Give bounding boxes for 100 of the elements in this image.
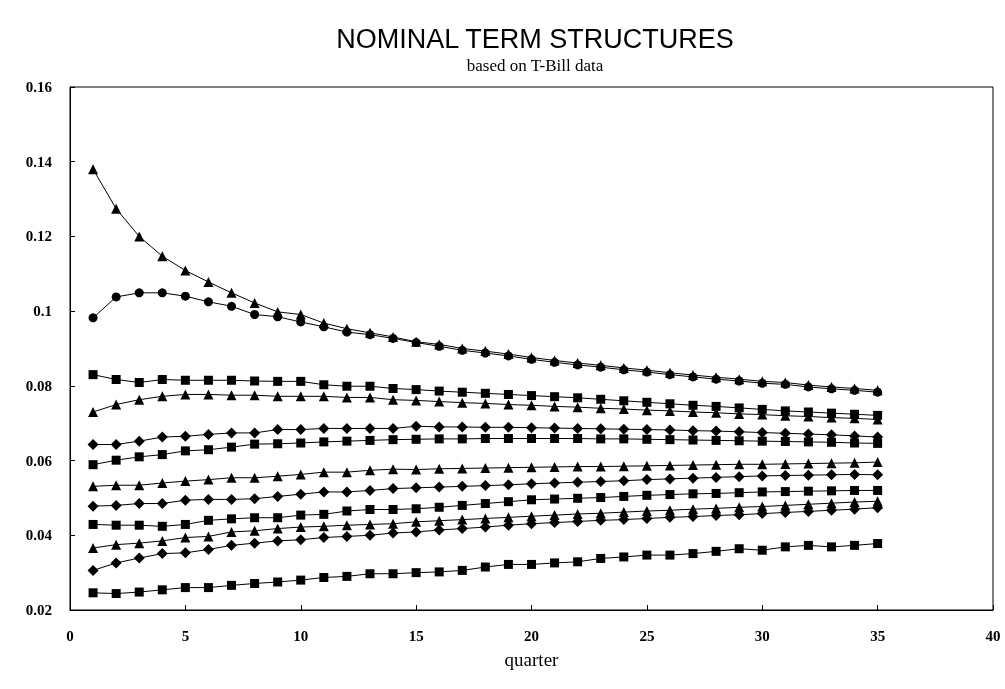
point (319, 573, 329, 582)
point (411, 504, 421, 514)
point (318, 486, 330, 498)
point (618, 423, 630, 435)
point (434, 463, 445, 474)
point (319, 322, 329, 332)
point (250, 310, 260, 319)
point (873, 485, 883, 495)
y-tick-label: 0.16 (25, 79, 53, 95)
point (456, 480, 468, 492)
point (573, 393, 583, 403)
point (295, 469, 306, 480)
point (88, 460, 98, 470)
point (134, 452, 144, 462)
point (296, 376, 306, 386)
point (711, 546, 721, 556)
point (527, 434, 536, 444)
point (618, 404, 629, 415)
point (550, 392, 560, 402)
point (227, 442, 237, 452)
point (572, 422, 584, 434)
point (272, 490, 284, 502)
point (688, 489, 698, 499)
point (227, 375, 237, 385)
point (272, 391, 283, 402)
point (157, 477, 168, 488)
point (202, 428, 214, 440)
point (180, 532, 191, 543)
point (503, 434, 513, 444)
point (780, 437, 790, 447)
point (111, 375, 121, 385)
point (457, 434, 467, 444)
point (341, 486, 353, 498)
point (410, 526, 422, 538)
point (503, 497, 513, 507)
point (550, 558, 560, 568)
point (456, 523, 468, 535)
point (226, 493, 238, 505)
point (226, 526, 237, 537)
point (826, 437, 836, 447)
x-tick-label: 35 (870, 627, 886, 644)
point (180, 519, 190, 529)
point (549, 477, 561, 489)
point (664, 473, 676, 485)
point (203, 515, 213, 525)
point (642, 550, 652, 560)
point (642, 490, 652, 500)
point (411, 395, 422, 406)
chart-title: NOMINAL TERM STRUCTURES (336, 23, 734, 54)
x-tick-label: 25 (639, 627, 655, 644)
point (342, 436, 352, 446)
point (388, 435, 398, 445)
point (434, 515, 445, 526)
point (134, 520, 144, 530)
point (457, 463, 468, 474)
point (250, 513, 260, 523)
point (272, 535, 284, 547)
point (434, 502, 444, 512)
point (502, 421, 514, 433)
point (710, 425, 722, 437)
point (850, 438, 860, 448)
point (803, 486, 813, 496)
point (618, 475, 630, 487)
point (872, 457, 883, 468)
point (180, 265, 191, 276)
point (273, 312, 283, 322)
point (850, 540, 860, 550)
point (711, 488, 721, 498)
point (595, 423, 607, 435)
point (503, 399, 514, 410)
point (457, 387, 467, 397)
point (88, 542, 99, 553)
point (88, 164, 99, 175)
point (388, 518, 399, 529)
point (203, 375, 213, 385)
point (526, 478, 537, 490)
point (780, 542, 790, 552)
point (573, 434, 583, 444)
point (734, 488, 744, 498)
point (480, 463, 491, 474)
point (850, 485, 860, 495)
point (365, 505, 375, 515)
point (527, 559, 536, 569)
point (619, 491, 629, 501)
point (364, 465, 375, 476)
point (757, 545, 767, 555)
point (849, 468, 861, 480)
point (226, 390, 237, 401)
point (273, 513, 283, 523)
point (202, 493, 214, 505)
point (873, 438, 883, 448)
point (526, 462, 537, 473)
point (734, 459, 745, 470)
point (849, 457, 860, 468)
point (88, 407, 99, 418)
point (341, 520, 352, 531)
point (341, 530, 353, 542)
point (595, 461, 606, 472)
point (433, 524, 445, 536)
point (779, 470, 791, 482)
